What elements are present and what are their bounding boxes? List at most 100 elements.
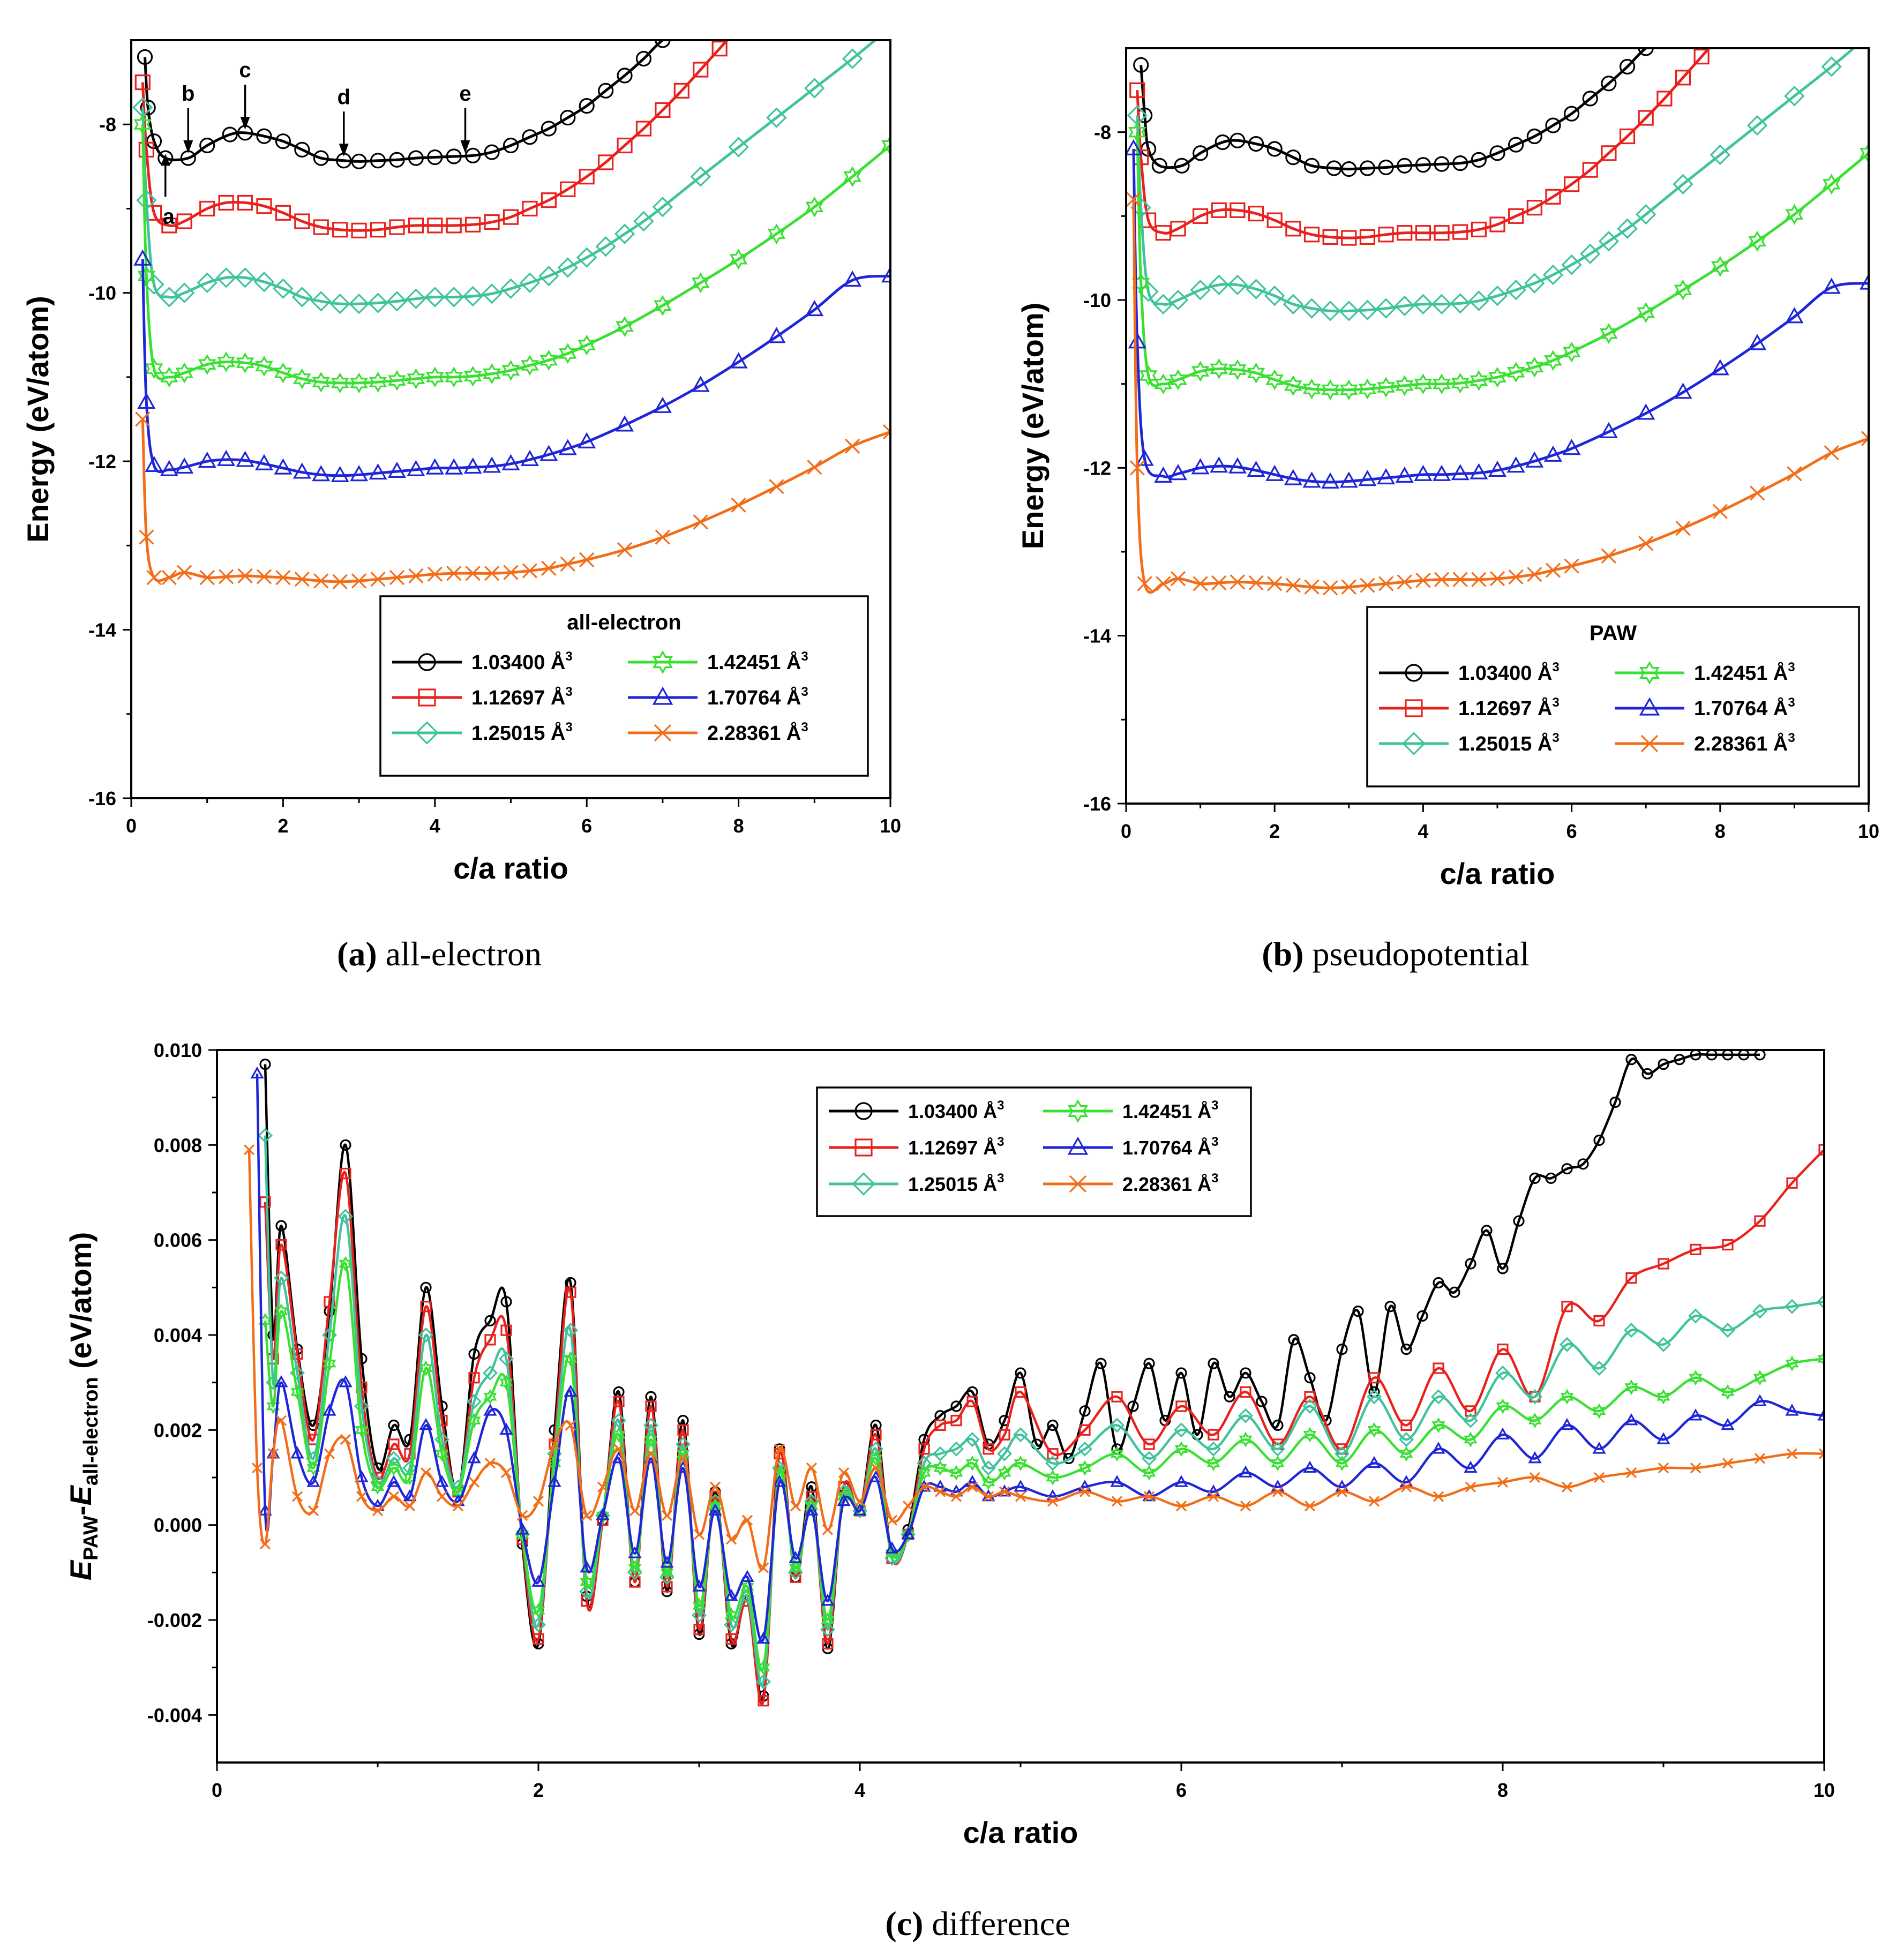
data-point: [1624, 1413, 1638, 1426]
data-point: [1619, 58, 1636, 75]
legend-label: 1.70764 Å3: [1122, 1135, 1219, 1159]
data-point: [515, 1526, 529, 1542]
legend-item: 1.03400 Å3: [392, 649, 573, 674]
annotation-label: e: [459, 82, 471, 106]
data-point: [199, 569, 215, 586]
data-point: [822, 1524, 834, 1535]
data-point: [885, 1541, 899, 1554]
data-point: [579, 98, 595, 114]
legend: all-electron 1.03400 Å3 1.12697 Å3 1.25015 …: [379, 595, 869, 777]
data-point: [387, 461, 406, 478]
data-point: [1624, 1379, 1638, 1396]
data-point: [949, 1465, 963, 1481]
data-point: [644, 1431, 658, 1448]
data-point: [218, 569, 234, 584]
data-point: [1341, 230, 1357, 246]
data-point: [1545, 562, 1561, 578]
data-point: [481, 283, 503, 304]
data-point: [484, 1315, 496, 1326]
data-point: [1824, 445, 1839, 461]
data-point: [483, 456, 501, 473]
data-point: [1283, 294, 1304, 314]
data-point: [1861, 431, 1869, 446]
data-point: [617, 542, 633, 558]
data-point: [1637, 403, 1655, 420]
data-point: [427, 218, 443, 234]
data-point: [1155, 225, 1171, 241]
data-point: [1077, 1441, 1092, 1457]
data-point: [1641, 1068, 1653, 1079]
data-point: [1247, 362, 1265, 384]
data-point: [653, 396, 672, 413]
data-point: [1302, 471, 1321, 488]
data-point: [499, 1351, 514, 1367]
data-point: [1658, 1258, 1669, 1270]
data-point: [146, 569, 162, 586]
data-point: [842, 48, 863, 69]
legend-label: 1.03400 Å3: [471, 649, 573, 674]
data-point: [483, 1389, 497, 1405]
data-point: [1129, 82, 1145, 98]
data-point: [1434, 156, 1450, 172]
data-point: [1228, 457, 1247, 474]
data-point: [1593, 1315, 1605, 1326]
y-tick-label: -16: [1083, 793, 1111, 815]
legend-item: 1.42451 Å3: [1043, 1098, 1219, 1123]
data-point: [274, 1303, 288, 1319]
data-point: [290, 1446, 304, 1459]
data-point: [340, 1167, 351, 1180]
data-point: [1154, 373, 1173, 395]
data-point: [522, 563, 538, 579]
data-point: [1625, 1272, 1637, 1284]
data-point: [1722, 1050, 1734, 1061]
x-tick-label: 6: [581, 815, 592, 837]
data-point: [1506, 456, 1525, 473]
legend-marker: [418, 688, 436, 707]
data-point: [331, 372, 349, 394]
data-point: [708, 1503, 722, 1516]
data-point: [581, 1510, 593, 1521]
data-point: [934, 1419, 946, 1431]
data-point: [629, 1576, 641, 1588]
data-point: [275, 1415, 287, 1426]
data-point: [1174, 158, 1190, 174]
data-point: [348, 293, 370, 314]
data-point: [981, 1474, 995, 1490]
legend-marker: [415, 721, 439, 745]
data-point: [1285, 221, 1301, 237]
data-point: [1508, 569, 1524, 585]
data-point: [388, 1419, 400, 1431]
data-point: [1544, 350, 1562, 371]
data-point: [500, 1467, 512, 1479]
data-point: [215, 267, 237, 288]
data-point: [161, 218, 177, 234]
y-tick-label: -0.002: [147, 1609, 202, 1631]
x-axis-title: c/a ratio: [453, 851, 568, 885]
x-tick-label: 2: [533, 1779, 544, 1801]
data-point: [661, 1510, 673, 1521]
annotation-arrowhead: [460, 140, 470, 153]
data-point: [870, 1462, 882, 1474]
data-point: [425, 458, 444, 475]
data-point: [1689, 1408, 1703, 1421]
data-point: [1675, 521, 1691, 536]
data-point: [1413, 294, 1434, 314]
data-point: [950, 1491, 962, 1502]
data-point: [611, 1413, 626, 1428]
data-point: [462, 286, 483, 307]
data-point: [174, 282, 195, 303]
data-point: [1302, 378, 1321, 400]
data-point: [613, 1396, 625, 1407]
y-axis-title: EPAW-Eall-electron (eV/atom): [64, 1232, 102, 1581]
data-point: [1239, 1465, 1253, 1478]
data-point: [1658, 1462, 1669, 1474]
data-point: [329, 293, 350, 314]
data-point: [1368, 1372, 1380, 1384]
data-point: [1240, 1386, 1251, 1398]
annotation-a: a: [160, 154, 175, 228]
data-point: [578, 334, 596, 356]
data-point: [1451, 464, 1470, 481]
data-point: [425, 366, 444, 388]
legend-title: PAW: [1590, 621, 1637, 645]
annotation-e: e: [459, 82, 471, 153]
